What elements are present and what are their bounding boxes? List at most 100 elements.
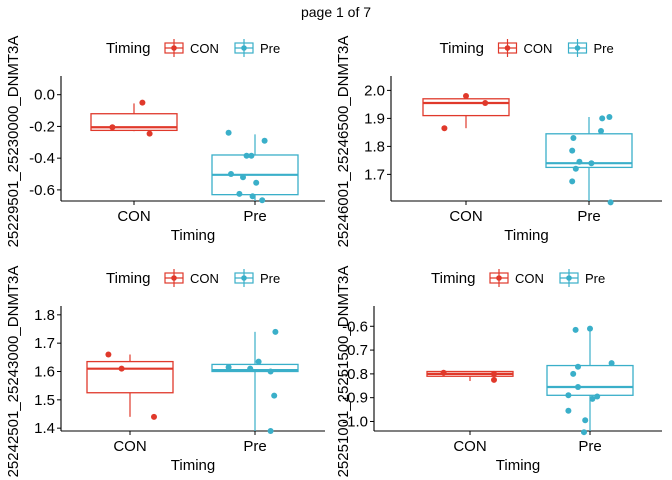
x-tick-label: CON: [117, 208, 150, 225]
point-pre: [565, 392, 572, 399]
legend-label-con: CON: [524, 41, 553, 56]
legend-title: Timing: [431, 270, 475, 287]
point-con: [118, 365, 125, 372]
point-pre: [589, 395, 596, 402]
legend-key-con: [489, 269, 509, 287]
box-pre: [546, 329, 634, 431]
point-pre: [588, 160, 595, 167]
point-pre: [598, 128, 604, 134]
point-pre: [225, 129, 232, 136]
legend: Timing CON Pre: [106, 39, 280, 57]
y-axis-title: 25246001_25246500_DNMT3A: [335, 36, 352, 248]
legend-label-pre: Pre: [260, 271, 280, 286]
point-pre: [261, 137, 268, 144]
legend: Timing CON Pre: [106, 269, 280, 287]
y-tick-label: 1.6: [34, 364, 55, 381]
legend-title: Timing: [440, 40, 484, 57]
point-pre: [248, 152, 255, 159]
chart-panel-3: Timing CON Pre 1.8 1.7 1.6 1.5 1.4 CON Pre Timing 2…: [5, 266, 325, 477]
x-tick-label: Pre: [578, 438, 601, 455]
y-tick-label: 0.0: [34, 87, 55, 104]
y-tick-label: -0.6: [342, 318, 368, 335]
legend-label-pre: Pre: [260, 41, 280, 56]
legend-key-pre: [567, 39, 588, 57]
point-con: [146, 130, 153, 137]
y-tick-label: -0.7: [342, 342, 368, 359]
legend-label-con: CON: [190, 271, 219, 286]
box-iqr: [422, 98, 510, 117]
legend-title: Timing: [106, 270, 150, 287]
point-pre: [565, 407, 572, 414]
y-tick-label: -0.6: [29, 182, 55, 199]
chart-panel-2: Timing CON Pre 2.0 1.9 1.8 1.7 CON Pre Timing 2524…: [335, 36, 662, 248]
y-tick-label: 1.7: [364, 166, 385, 183]
legend-key-con: [164, 269, 184, 287]
points: [105, 328, 279, 434]
point-pre: [259, 197, 266, 204]
box-iqr: [545, 133, 633, 169]
point-pre: [271, 392, 278, 399]
x-tick-label: CON: [449, 208, 482, 225]
box-iqr: [546, 364, 634, 396]
legend: Timing CON Pre: [431, 269, 605, 287]
y-tick-label: -1.0: [342, 413, 368, 430]
point-pre: [607, 199, 614, 206]
point-pre: [225, 364, 232, 371]
x-tick-label: Pre: [243, 438, 266, 455]
point-con: [109, 124, 116, 131]
y-tick-label: -0.9: [342, 390, 368, 407]
point-pre: [581, 429, 587, 436]
point-pre: [236, 190, 243, 197]
point-pre: [272, 328, 279, 335]
box-con: [426, 370, 514, 382]
point-pre: [255, 358, 262, 365]
point-pre: [240, 174, 246, 181]
legend-title: Timing: [106, 40, 150, 57]
legend-label-con: CON: [190, 41, 219, 56]
x-axis-title: Timing: [171, 227, 215, 244]
point-con: [139, 99, 146, 106]
point-pre: [572, 165, 579, 172]
point-pre: [253, 179, 260, 186]
point-pre: [587, 325, 593, 332]
point-con: [105, 351, 112, 358]
legend-label-con: CON: [515, 271, 544, 286]
chart-panel-1: Timing CON Pre 0.0 -0.2 -0.4 -0.6 CON Pre Timing 2…: [5, 36, 325, 248]
y-tick-label: 1.7: [34, 335, 55, 352]
point-pre: [570, 370, 577, 377]
y-tick-label: 1.9: [364, 110, 385, 127]
x-axis-title: Timing: [496, 457, 540, 474]
point-pre: [249, 193, 256, 200]
legend-label-pre: Pre: [585, 271, 605, 286]
y-axis-title: 25229501_25230000_DNMT3A: [5, 36, 22, 248]
box-iqr: [211, 363, 299, 373]
point-pre: [599, 115, 606, 122]
point-con: [440, 369, 447, 376]
x-axis-title: Timing: [504, 227, 548, 244]
point-con: [151, 413, 157, 420]
y-tick-label: 1.8: [364, 138, 385, 155]
point-con: [491, 376, 497, 383]
page-label: page 1 of 7: [301, 4, 371, 20]
y-tick-label: -0.4: [29, 150, 55, 167]
box-pre: [545, 117, 633, 201]
y-tick-label: 1.8: [34, 307, 55, 324]
point-pre: [575, 383, 581, 390]
x-tick-label: CON: [113, 438, 146, 455]
points: [440, 325, 615, 436]
box-iqr: [86, 360, 174, 394]
y-tick-label: 1.4: [34, 420, 55, 437]
box-pre: [211, 134, 299, 201]
x-tick-label: CON: [453, 438, 486, 455]
point-pre: [569, 178, 576, 185]
y-tick-label: -0.2: [29, 118, 55, 135]
legend-key-pre: [234, 269, 254, 287]
box-con: [422, 96, 510, 129]
point-pre: [267, 368, 274, 375]
legend-label-pre: Pre: [594, 41, 614, 56]
point-pre: [570, 135, 577, 141]
box-pre: [211, 331, 299, 431]
x-tick-label: Pre: [243, 208, 266, 225]
